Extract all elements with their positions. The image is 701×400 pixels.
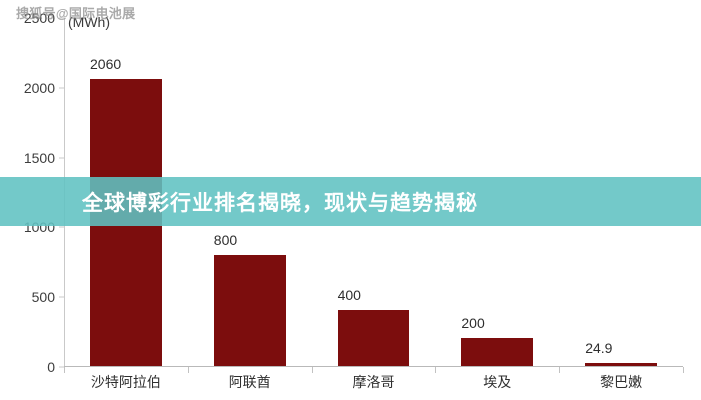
bar-slot: 400 — [312, 18, 436, 366]
watermark-text: 搜狐号@国际电池展 — [16, 6, 136, 21]
x-tick-mark — [64, 367, 65, 373]
x-tick-label: 阿联酋 — [228, 374, 271, 390]
x-tick-label: 沙特阿拉伯 — [90, 374, 161, 390]
x-tick-mark — [187, 367, 189, 373]
y-tick-label: 2500 — [23, 10, 55, 26]
y-tick-mark — [59, 366, 64, 368]
bar-slot: 24.9 — [559, 18, 683, 366]
overlay-banner: 全球博彩行业排名揭晓，现状与趋势揭秘 — [0, 177, 701, 226]
x-tick-mark — [435, 367, 437, 373]
x-axis-line — [64, 366, 683, 367]
bar-value-label: 24.9 — [585, 339, 613, 356]
bar-slot: 800 — [188, 18, 312, 366]
bar-value-label: 200 — [461, 315, 485, 332]
bar-value-label: 400 — [337, 287, 361, 304]
x-axis-labels: 沙特阿拉伯 阿联酋 摩洛哥 埃及 黎巴嫩 — [64, 372, 683, 392]
bar: 200 — [461, 315, 534, 366]
y-axis-unit-label: (MWh) — [68, 14, 110, 30]
x-axis-ticks — [64, 367, 684, 373]
y-tick-label: 500 — [31, 289, 55, 306]
x-tick-label: 黎巴嫩 — [600, 374, 643, 390]
y-tick-label: 2000 — [23, 79, 55, 96]
x-tick-label: 埃及 — [483, 374, 512, 390]
bar: 800 — [213, 232, 286, 366]
bar: 24.9 — [585, 340, 657, 366]
y-tick-mark — [59, 87, 64, 89]
banner-headline: 全球博彩行业排名揭晓，现状与趋势揭秘 — [82, 191, 478, 215]
y-tick-mark — [59, 17, 64, 19]
bar-value-label: 2060 — [90, 56, 122, 73]
x-tick-mark — [311, 367, 313, 373]
y-tick-label: 0 — [47, 359, 55, 375]
bar-slot: 200 — [435, 18, 559, 366]
x-tick-mark — [559, 367, 561, 373]
y-tick-label: 1500 — [23, 149, 55, 166]
y-tick-mark — [59, 296, 64, 298]
bar-value-label: 800 — [213, 231, 238, 248]
x-tick-mark — [683, 367, 684, 373]
y-tick-mark — [59, 226, 64, 228]
bar: 400 — [337, 287, 410, 366]
y-tick-mark — [59, 157, 64, 159]
x-tick-label: 摩洛哥 — [352, 374, 395, 390]
